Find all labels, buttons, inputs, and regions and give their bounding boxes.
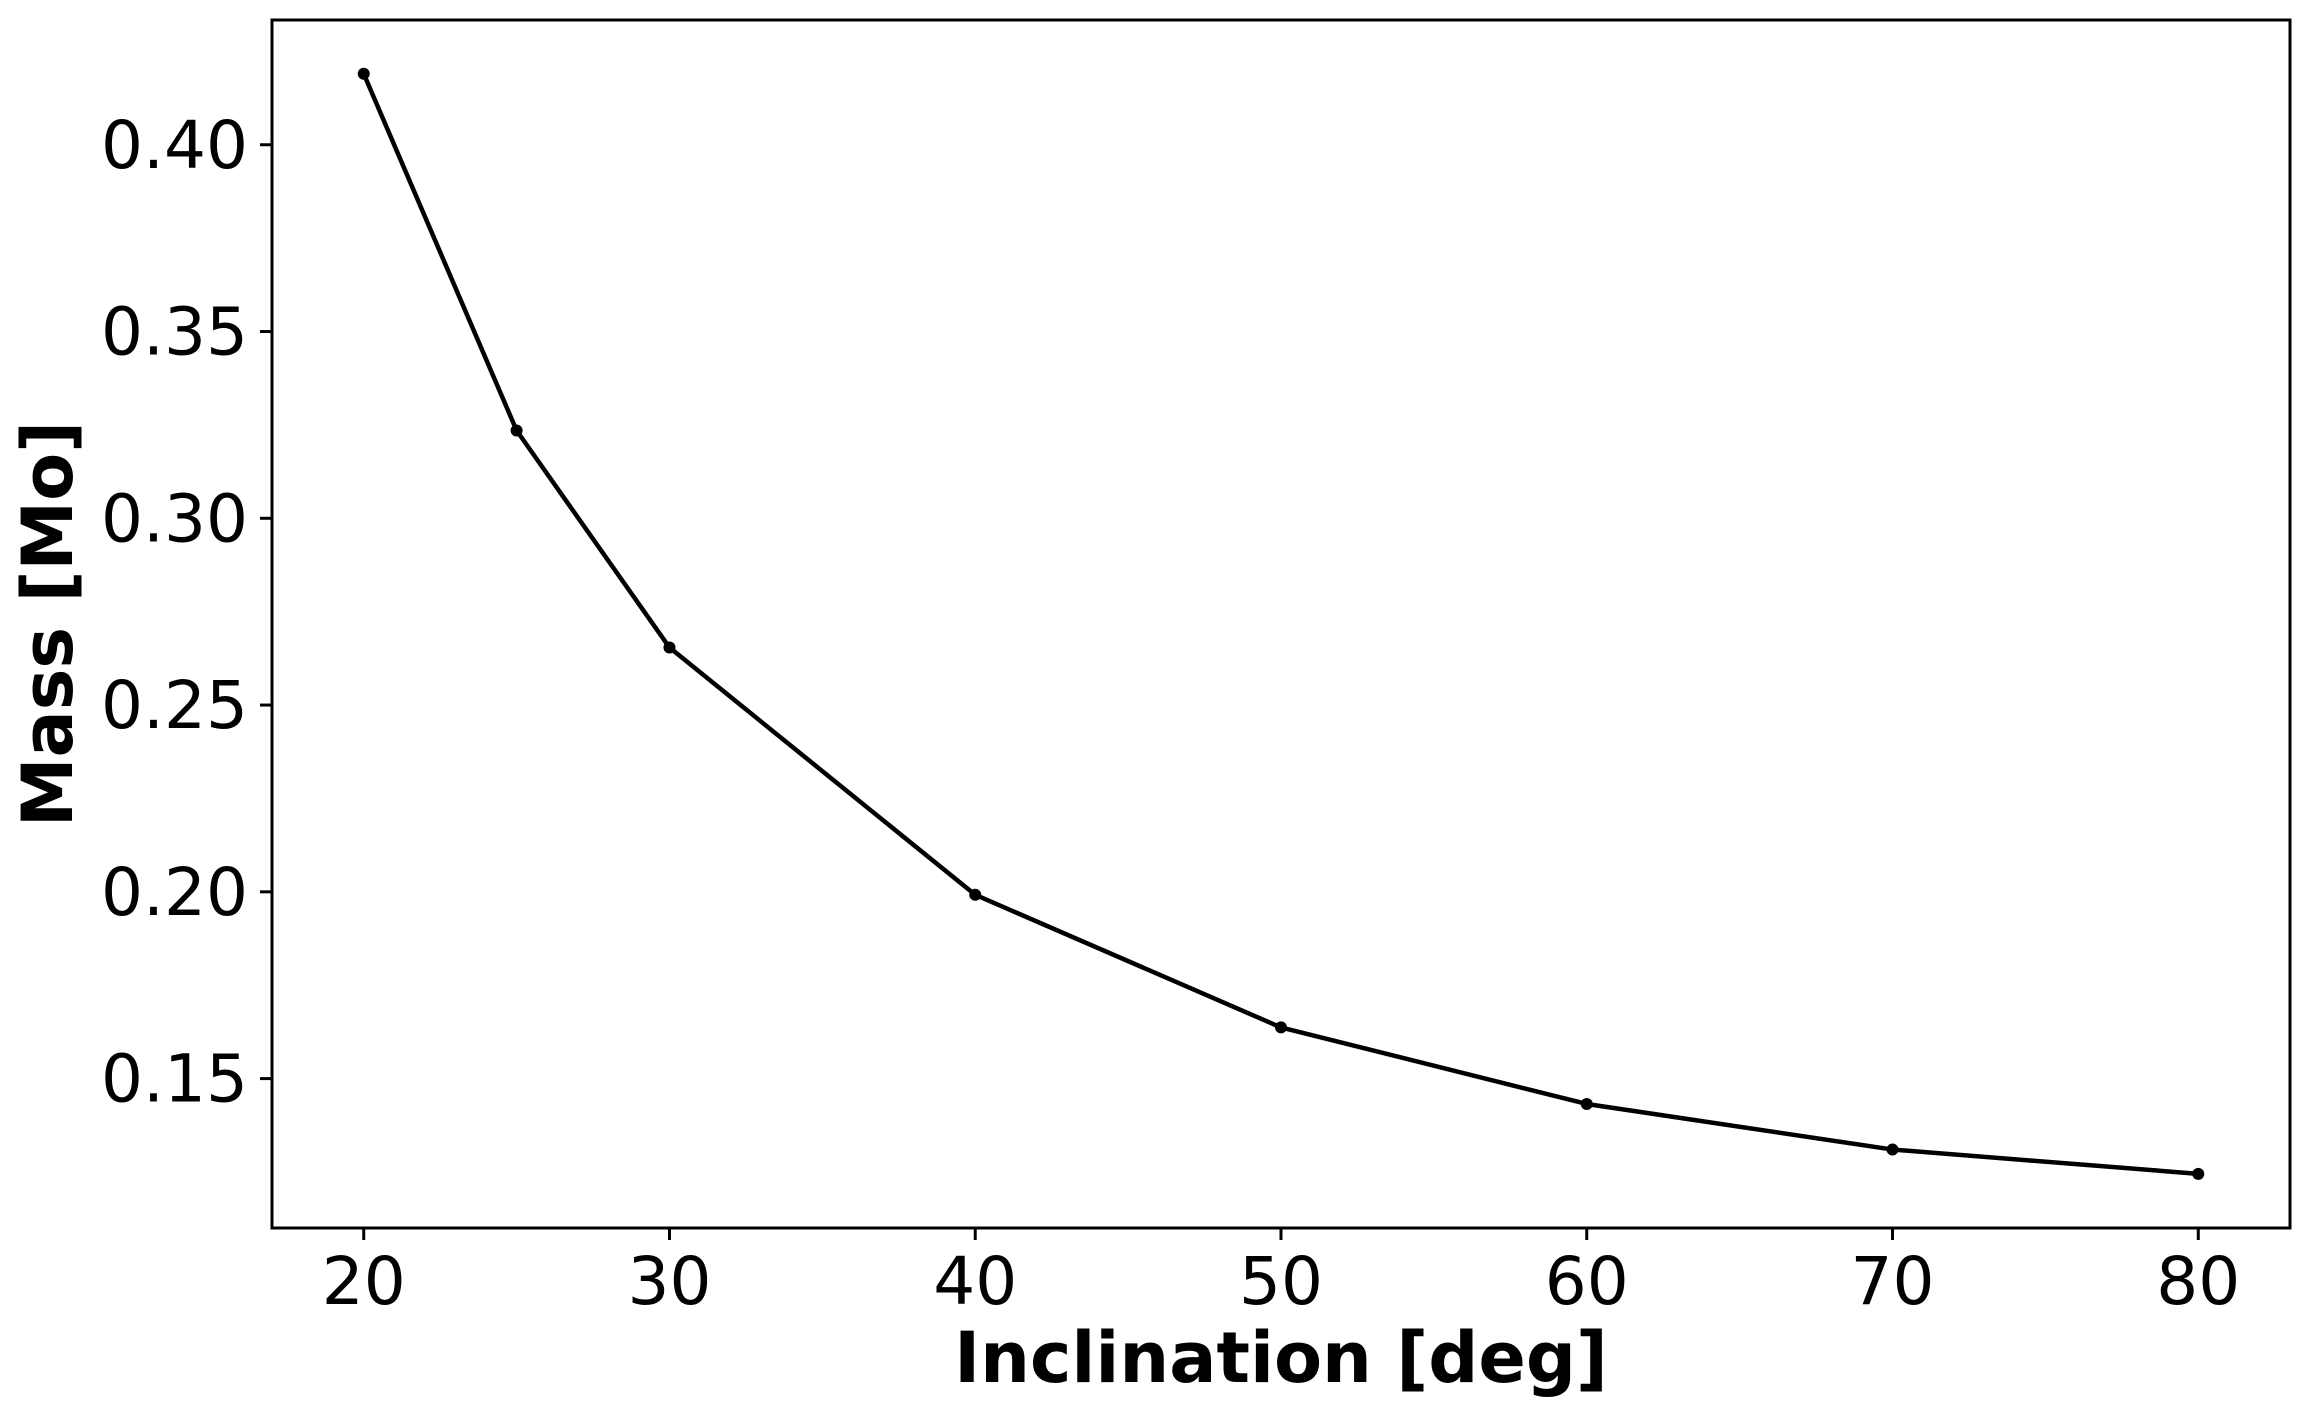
data-point	[969, 889, 981, 901]
y-tick-label: 0.30	[101, 480, 248, 557]
data-point	[663, 642, 675, 654]
data-point	[1581, 1098, 1593, 1110]
x-tick-label: 40	[933, 1243, 1017, 1320]
x-tick-label: 30	[627, 1243, 711, 1320]
x-axis-label: Inclination [deg]	[954, 1317, 1608, 1399]
x-tick-label: 70	[1851, 1243, 1935, 1320]
data-point	[511, 425, 523, 437]
data-point	[1275, 1021, 1287, 1033]
x-tick-label: 80	[2156, 1243, 2240, 1320]
x-tick-label: 50	[1239, 1243, 1323, 1320]
data-point	[358, 68, 370, 80]
data-point	[1887, 1144, 1899, 1156]
y-tick-label: 0.35	[101, 294, 248, 371]
y-axis-label: Mass [Mo]	[7, 421, 89, 827]
x-tick-label: 20	[322, 1243, 406, 1320]
y-tick-label: 0.15	[101, 1041, 248, 1118]
x-tick-label: 60	[1545, 1243, 1629, 1320]
y-tick-label: 0.40	[101, 107, 248, 184]
y-tick-label: 0.25	[101, 667, 248, 744]
data-point	[2192, 1168, 2204, 1180]
y-tick-label: 0.20	[101, 854, 248, 931]
